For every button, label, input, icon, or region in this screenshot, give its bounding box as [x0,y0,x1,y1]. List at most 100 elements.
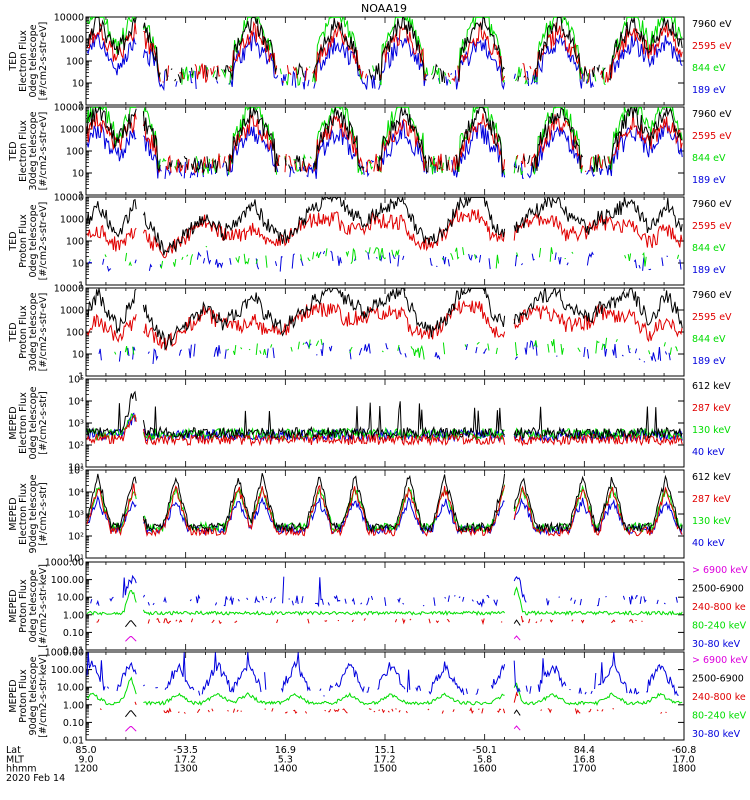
y-axis-label-line: [#/cm2-s-str-eV] [38,293,49,372]
panel-ted-e-0: 10000 1000 100 10 1 TED Electron Flux 0deg tele… [8,13,732,112]
legend-entry: 40 keV [692,447,725,458]
y-tick-label: 10 [72,259,84,270]
series-40-kev [86,494,683,536]
y-tick-label: 10000 [54,284,84,295]
y-tick-label: 10⁴ [68,488,84,499]
series-30-80-kev [91,576,681,606]
legend-entry: 189 eV [692,175,726,186]
y-tick-label: 100.00 [51,575,84,586]
series-2595-ev [86,300,683,351]
x-tick-label-mlt: 17.0 [673,754,694,765]
y-tick-label: 10⁵ [68,466,84,477]
legend-entry: 130 keV [692,425,731,436]
y-axis-label-line: TED [8,322,19,342]
series-844-ev [89,246,682,268]
y-tick-label: 0.10 [63,718,84,729]
x-tick-label-hhmm: 1600 [473,764,497,775]
y-axis-label-line: Proton Flux [18,579,29,633]
panel-meped-p-90: 1000.00 100.00 10.00 1.00 0.10 0.01 MEPED Proto… [8,648,748,747]
y-axis-label-line: [#/cm2-s-str-keV] [38,654,49,738]
y-axis-label-line: 90deg telescope [28,474,39,553]
series--6900-kev [125,635,521,642]
date-label: 2020 Feb 14 [6,773,65,784]
legend-entry: 287 keV [692,403,731,414]
y-tick-label: 1000 [60,35,84,46]
panel-meped-e-0: 10⁵ 10⁴ 10³ 10² 10¹ MEPED Electron Flux 0deg te… [8,375,731,474]
legend-entry: 844 eV [692,153,726,164]
y-tick-label: 10² [68,532,84,543]
y-tick-label: 100 [66,237,84,248]
y-axis-label-line: TED [8,51,19,71]
x-tick-label-mlt: 17.2 [374,754,395,765]
y-axis-label-line: Electron Flux [18,30,29,92]
legend-entry: 189 eV [692,265,726,276]
y-axis-label-line: TED [8,141,19,161]
y-tick-label: 0.01 [63,646,84,657]
series-612-kev [86,473,683,534]
y-tick-label: 10³ [68,419,84,430]
panel-meped-p-0: 1000.00 100.00 10.00 1.00 0.10 0.01 MEPED Proto… [8,558,748,657]
series-189-ev [99,341,673,364]
legend-entry: 844 eV [692,334,726,345]
y-axis-label-line: [#/cm2-s-str-eV] [38,22,49,101]
series-189-ev [86,31,683,92]
legend-entry: 612 keV [692,381,731,392]
x-tick-label-hhmm: 1700 [572,764,596,775]
panel-meped-e-90: 10⁵ 10⁴ 10³ 10² 10¹ MEPED Electron Flux 90deg t… [8,466,731,565]
panel-frame [85,196,685,286]
legend-entry: 2595 eV [692,312,732,323]
legend-entry: 844 eV [692,243,726,254]
y-axis-label-line: 0deg telescope [28,569,39,642]
legend-entry: 612 keV [692,472,731,483]
legend-entry: > 6900 keV [692,655,748,666]
x-tick-label-hhmm: 1300 [174,764,198,775]
x-tick-label-lat: -53.5 [173,745,198,756]
y-axis-label-line: [#/cm2-s-str-eV] [38,112,49,191]
panel-frame [85,469,685,559]
y-tick-label: 1000 [60,125,84,136]
x-tick-label-hhmm: 1400 [273,764,297,775]
y-axis-label-line: Proton Flux [18,214,29,268]
y-axis-label-line: 90deg telescope [28,656,39,735]
y-tick-label: 1 [78,372,84,383]
series-189-ev [87,250,682,272]
x-tick-label-lat: 84.4 [574,745,595,756]
y-tick-label: 0.01 [63,736,84,747]
y-axis-label-line: Proton Flux [18,305,29,359]
series-7960-ev [86,195,683,256]
legend-entry: 40 keV [692,538,725,549]
series-287-kev [86,483,683,538]
y-axis-label-line: 30deg telescope [28,292,39,371]
legend-entry: 7960 eV [692,109,732,120]
y-axis-label-line: MEPED [8,679,19,712]
series-7960-ev [86,286,683,351]
y-tick-label: 10¹ [68,554,84,565]
y-tick-label: 1000.00 [45,648,84,659]
legend-entry: 7960 eV [692,19,732,30]
y-axis-label-line: [#/cm2-s-str] [38,391,49,454]
y-tick-label: 10000 [54,13,84,24]
series-2500-6900 [125,619,521,628]
legend-entry: 189 eV [692,356,726,367]
x-tick-label-lat: 15.1 [374,745,395,756]
series-240-800-ke [97,616,683,624]
y-tick-label: 1 [78,191,84,202]
x-tick-label-lat: 85.0 [75,745,96,756]
panel-ted-p-0: 10000 1000 100 10 1 TED Proton Flux 0deg telesc… [8,193,732,292]
y-tick-label: 10.00 [57,683,84,694]
y-axis-label-line: [#/cm2-s-str] [38,482,49,545]
y-tick-label: 1.00 [63,700,84,711]
x-tick-label-lat: 16.9 [275,745,296,756]
panel-ted-p-30: 10000 1000 100 10 1 TED Proton Flux 30deg teles… [8,284,732,383]
series-80-240-kev [86,586,683,617]
y-axis-label-line: Proton Flux [18,669,29,723]
x-row-label: hhmm [6,764,37,775]
y-axis-label-line: MEPED [8,589,19,622]
legend-entry: 30-80 keV [692,639,741,650]
y-tick-label: 1000.00 [45,558,84,569]
panel-frame [85,561,685,651]
legend-entry: 844 eV [692,63,726,74]
